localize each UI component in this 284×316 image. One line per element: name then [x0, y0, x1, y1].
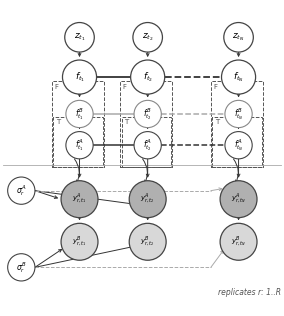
- Circle shape: [134, 100, 161, 128]
- Text: $z_{t_2}$: $z_{t_2}$: [142, 32, 153, 43]
- Text: $\sigma_r^A$: $\sigma_r^A$: [16, 183, 27, 198]
- Bar: [52, 81, 104, 167]
- Text: $f_{t_1}^A$: $f_{t_1}^A$: [75, 137, 84, 153]
- Text: $f_{t_N}$: $f_{t_N}$: [233, 70, 244, 84]
- Bar: [120, 81, 172, 167]
- Text: F: F: [213, 84, 217, 90]
- Circle shape: [133, 22, 162, 52]
- Circle shape: [222, 60, 256, 94]
- Circle shape: [61, 223, 98, 260]
- Text: $y_{r,t_N}^A$: $y_{r,t_N}^A$: [231, 192, 246, 206]
- Bar: [212, 117, 262, 167]
- Circle shape: [66, 131, 93, 159]
- Circle shape: [8, 254, 35, 281]
- Circle shape: [220, 181, 257, 218]
- Text: $f_{t_N}^B$: $f_{t_N}^B$: [234, 106, 243, 122]
- Circle shape: [8, 177, 35, 204]
- Text: $\sigma_r^B$: $\sigma_r^B$: [16, 260, 27, 275]
- Circle shape: [224, 22, 253, 52]
- Bar: [53, 117, 103, 167]
- Circle shape: [62, 60, 97, 94]
- Text: T: T: [124, 119, 128, 125]
- Text: T: T: [215, 119, 219, 125]
- Text: F: F: [122, 84, 126, 90]
- Text: F: F: [54, 84, 58, 90]
- Bar: [211, 81, 263, 167]
- Text: T: T: [56, 119, 60, 125]
- Text: replicates r: 1..R: replicates r: 1..R: [218, 288, 281, 297]
- Text: $y_{r,t_2}^A$: $y_{r,t_2}^A$: [140, 192, 155, 206]
- Text: $z_{t_1}$: $z_{t_1}$: [74, 32, 85, 43]
- Circle shape: [131, 60, 165, 94]
- Text: $f_{t_2}^A$: $f_{t_2}^A$: [143, 137, 152, 153]
- Text: $f_{t_2}$: $f_{t_2}$: [143, 70, 153, 84]
- Circle shape: [129, 223, 166, 260]
- Circle shape: [61, 181, 98, 218]
- Text: $f_{t_1}^B$: $f_{t_1}^B$: [75, 106, 84, 122]
- Circle shape: [65, 22, 94, 52]
- Circle shape: [225, 131, 252, 159]
- Bar: [122, 117, 171, 167]
- Text: $f_{t_2}^B$: $f_{t_2}^B$: [143, 106, 152, 122]
- Text: $y_{r,t_1}^A$: $y_{r,t_1}^A$: [72, 192, 87, 206]
- Text: $y_{r,t_2}^B$: $y_{r,t_2}^B$: [140, 234, 155, 249]
- Text: $y_{r,t_1}^B$: $y_{r,t_1}^B$: [72, 234, 87, 249]
- Circle shape: [129, 181, 166, 218]
- Text: $f_{t_N}^A$: $f_{t_N}^A$: [234, 137, 243, 153]
- Text: $z_{t_N}$: $z_{t_N}$: [232, 32, 245, 43]
- Text: $f_{t_1}$: $f_{t_1}$: [74, 70, 85, 84]
- Text: $y_{r,t_N}^B$: $y_{r,t_N}^B$: [231, 234, 246, 249]
- Circle shape: [134, 131, 161, 159]
- Circle shape: [225, 100, 252, 128]
- Circle shape: [220, 223, 257, 260]
- Circle shape: [66, 100, 93, 128]
